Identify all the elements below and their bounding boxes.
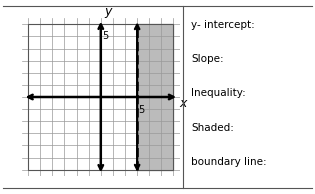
Text: Shaded:: Shaded: bbox=[192, 123, 234, 133]
Text: boundary line:: boundary line: bbox=[192, 157, 267, 167]
Text: 5: 5 bbox=[138, 105, 144, 115]
Text: y: y bbox=[104, 5, 111, 18]
Text: 5: 5 bbox=[103, 31, 109, 42]
Text: Slope:: Slope: bbox=[192, 54, 224, 64]
Text: y- intercept:: y- intercept: bbox=[192, 20, 255, 30]
Text: Inequality:: Inequality: bbox=[192, 88, 246, 99]
Text: x: x bbox=[180, 97, 187, 110]
